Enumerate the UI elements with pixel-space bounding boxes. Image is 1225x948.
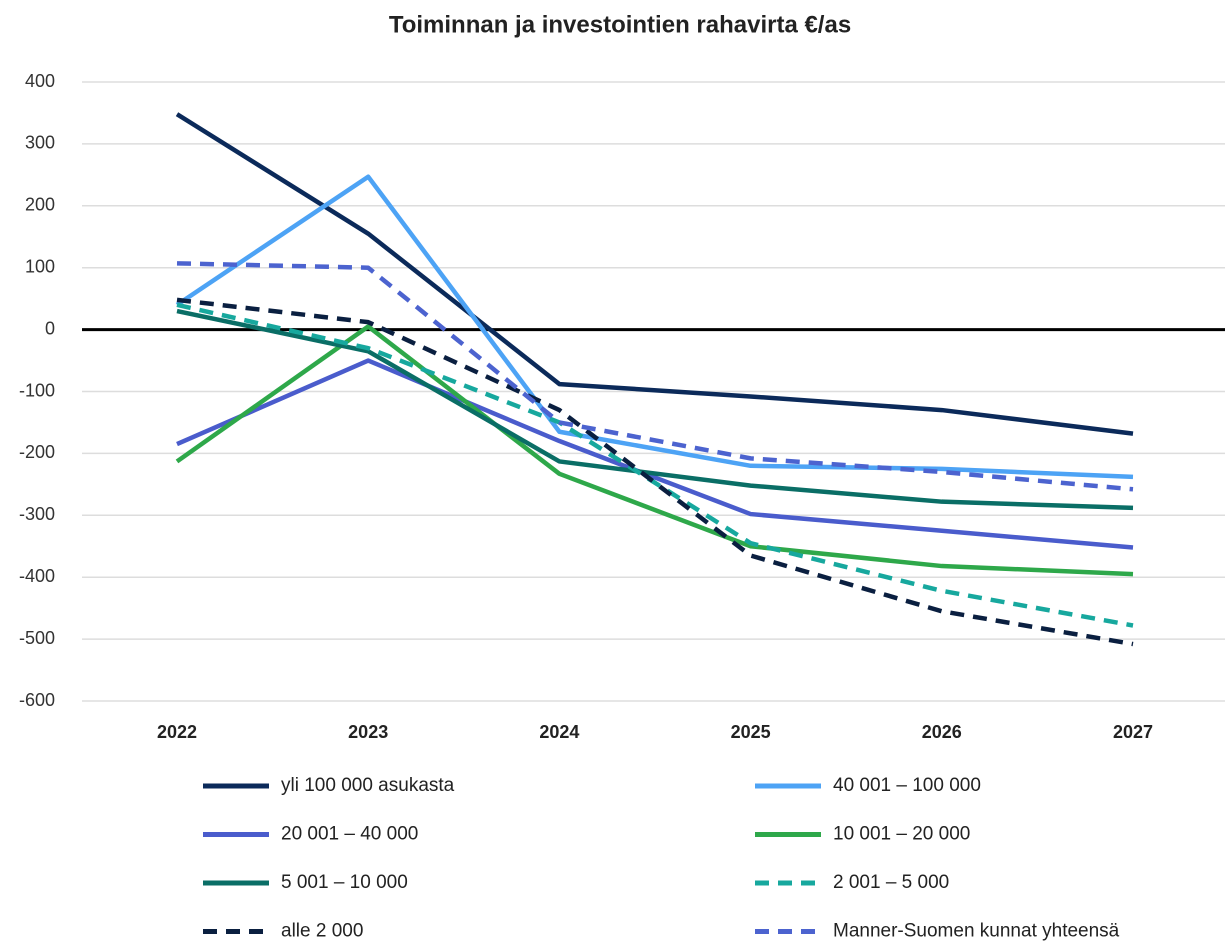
x-tick-label: 2027 [1113, 722, 1153, 742]
y-tick-label: -100 [19, 380, 55, 400]
x-tick-label: 2026 [922, 722, 962, 742]
y-tick-label: -500 [19, 628, 55, 648]
y-tick-label: 200 [25, 195, 55, 215]
y-tick-label: 300 [25, 133, 55, 153]
legend-label: 10 001 – 20 000 [833, 824, 970, 845]
x-tick-label: 2025 [731, 722, 771, 742]
legend-label: 2 001 – 5 000 [833, 872, 949, 893]
chart-title: Toiminnan ja investointien rahavirta €/a… [389, 11, 851, 38]
series-line [175, 112, 1134, 436]
y-tick-label: -200 [19, 442, 55, 462]
series-line [176, 302, 1134, 628]
series-line [176, 358, 1134, 550]
legend-label: 40 001 – 100 000 [833, 775, 981, 796]
x-tick-label: 2023 [348, 722, 388, 742]
series-line [176, 297, 1134, 647]
series-line [176, 261, 1134, 492]
y-tick-label: 400 [25, 71, 55, 91]
legend-label: 5 001 – 10 000 [281, 872, 408, 893]
y-tick-label: -400 [19, 566, 55, 586]
legend-label: Manner-Suomen kunnat yhteensä [833, 921, 1120, 942]
y-tick-label: 100 [25, 256, 55, 276]
x-tick-label: 2024 [539, 722, 579, 742]
series-line [175, 174, 1134, 480]
y-tick-label: -600 [19, 690, 55, 710]
y-tick-label: -300 [19, 504, 55, 524]
y-tick-label: 0 [45, 318, 55, 338]
x-tick-label: 2022 [157, 722, 197, 742]
legend-label: yli 100 000 asukasta [281, 775, 455, 796]
legend-label: alle 2 000 [281, 921, 363, 942]
legend-label: 20 001 – 40 000 [281, 824, 418, 845]
series-line [175, 324, 1134, 577]
series-line [176, 308, 1134, 511]
